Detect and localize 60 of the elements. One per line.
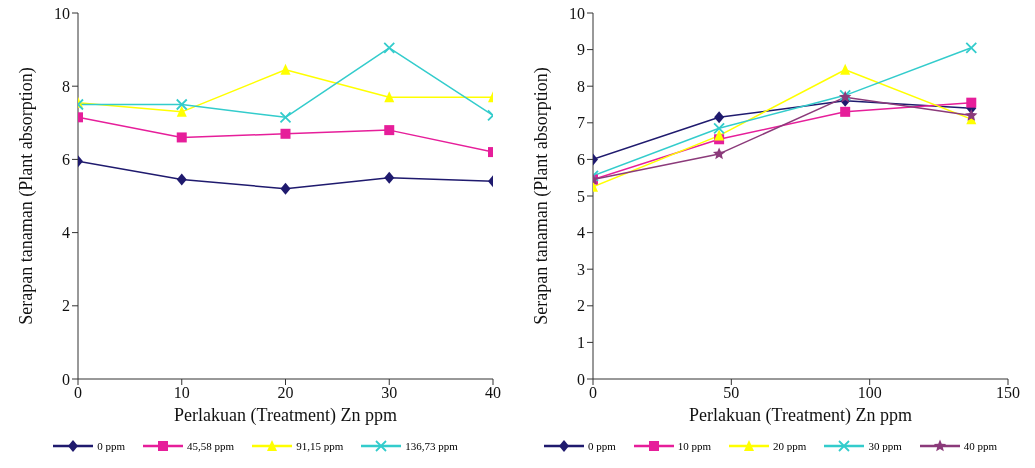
x-tick-label: 30: [381, 384, 398, 402]
y-tick-label: 10: [569, 4, 585, 22]
point: [965, 41, 978, 54]
point: [384, 91, 395, 103]
point: [176, 173, 187, 186]
x-tick-label: 10: [173, 384, 190, 402]
point: [384, 171, 395, 184]
y-tick-label: 8: [62, 77, 70, 95]
legend-label: 40 ppm: [962, 439, 998, 453]
point: [176, 132, 187, 143]
point: [383, 41, 396, 54]
legend-label: 136,73 ppm: [404, 439, 458, 453]
point: [840, 63, 851, 75]
point: [714, 111, 725, 124]
x-tick-label: 50: [723, 384, 740, 402]
legend-label: 45,58 ppm: [186, 439, 235, 453]
x-axis-title: Perlakuan (Treatment) Zn ppm: [174, 405, 397, 426]
point: [279, 111, 292, 124]
point: [384, 125, 395, 136]
legend-label: 0 ppm: [586, 439, 616, 453]
legend-label: 0 ppm: [96, 439, 126, 453]
y-axis-title: Serapan tanaman (Plant absorption): [16, 67, 38, 325]
point: [714, 129, 725, 141]
point: [280, 182, 291, 195]
y-tick-label: 1: [577, 334, 585, 352]
x-tick-label: 0: [74, 384, 82, 402]
legend-label: 30 ppm: [867, 439, 902, 453]
point: [840, 106, 851, 117]
x-tick-label: 100: [857, 384, 882, 402]
legend-label: 10 ppm: [676, 439, 712, 453]
y-tick-label: 0: [62, 370, 70, 388]
legend-label: 91,15 ppm: [295, 439, 344, 453]
y-tick-label: 4: [577, 224, 585, 242]
point: [966, 97, 977, 108]
y-tick-label: 4: [62, 224, 70, 242]
legend-label: 20 ppm: [772, 439, 807, 453]
point: [175, 98, 188, 111]
y-tick-label: 10: [54, 4, 70, 22]
x-tick-label: 150: [996, 384, 1020, 402]
y-tick-label: 2: [577, 297, 585, 315]
x-axis-title: Perlakuan (Treatment) Zn ppm: [689, 405, 912, 426]
y-tick-label: 0: [577, 370, 585, 388]
x-tick-label: 0: [589, 384, 597, 402]
y-tick-label: 6: [577, 151, 585, 169]
point: [280, 128, 291, 139]
y-tick-label: 6: [62, 151, 70, 169]
x-tick-label: 20: [277, 384, 294, 402]
point: [176, 105, 187, 117]
point: [965, 108, 978, 121]
y-tick-label: 7: [577, 114, 585, 132]
point: [712, 147, 726, 160]
point: [713, 122, 725, 135]
y-tick-label: 8: [577, 77, 585, 95]
y-axis-title: Serapan tanaman (Plant absorption): [531, 67, 553, 325]
y-tick-label: 5: [577, 187, 585, 205]
y-tick-label: 3: [577, 260, 585, 278]
y-tick-label: 9: [577, 41, 585, 59]
x-tick-label: 40: [485, 384, 501, 402]
point: [280, 63, 291, 75]
y-tick-label: 2: [62, 297, 70, 315]
